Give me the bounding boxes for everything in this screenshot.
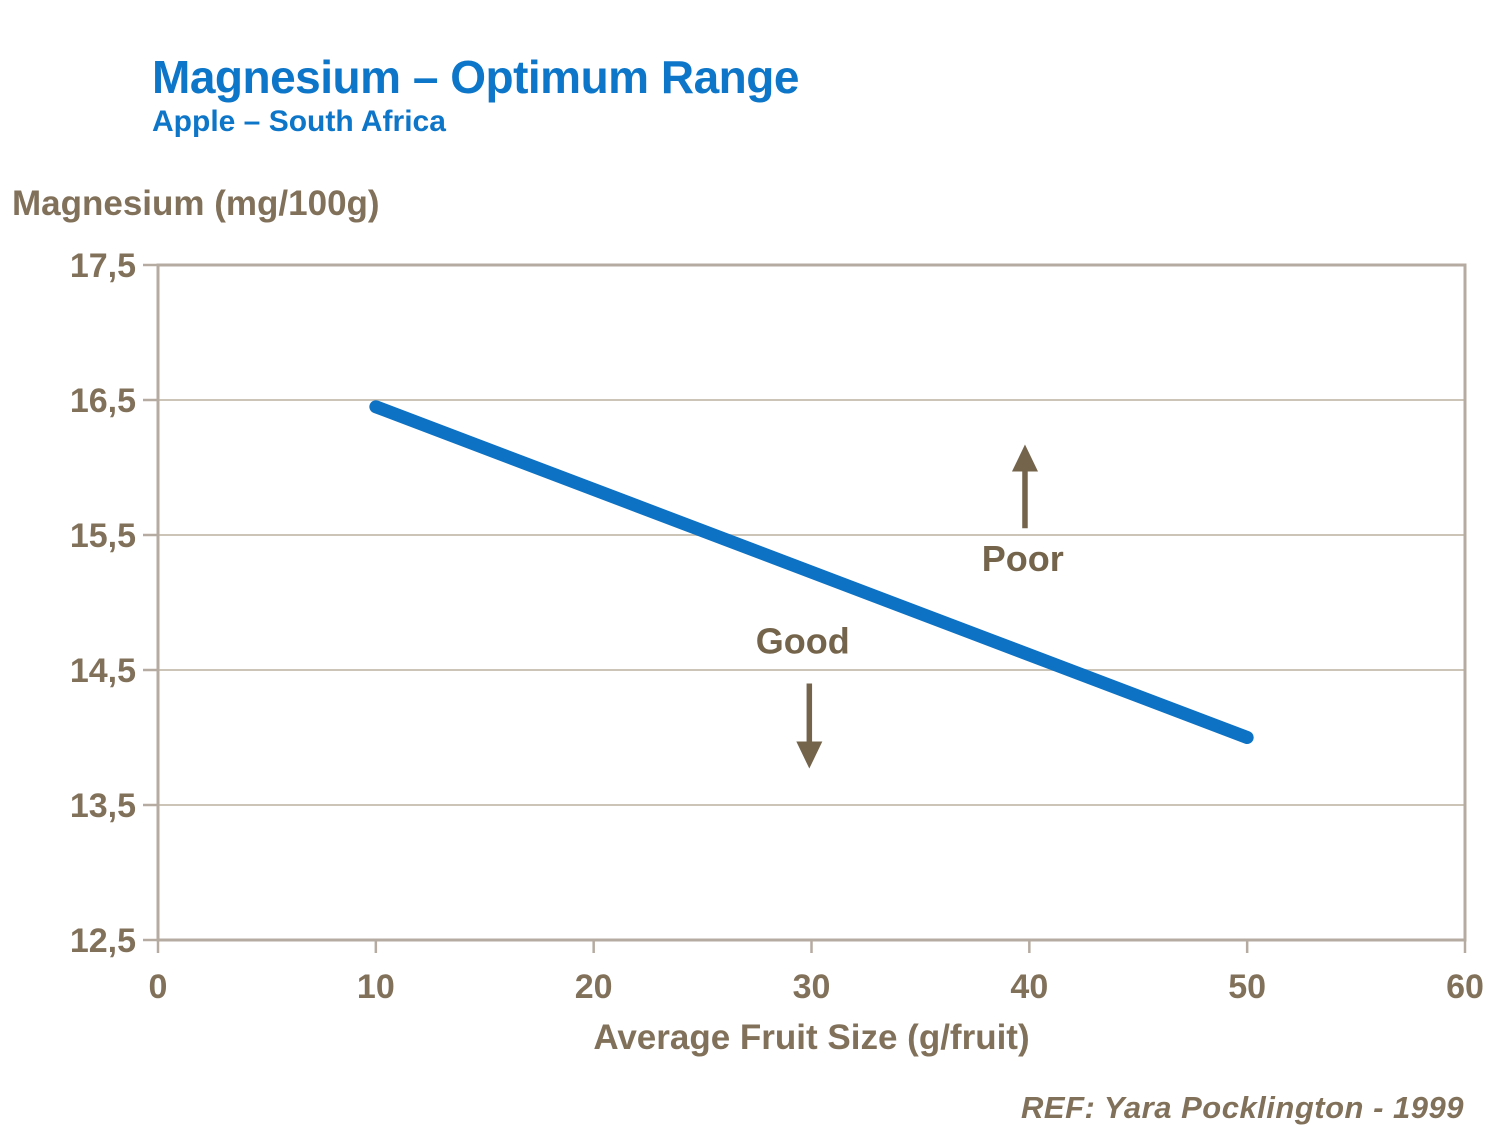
- x-tick-label: 60: [1446, 968, 1484, 1006]
- x-tick-label: 40: [1010, 968, 1048, 1006]
- reference-text: REF: Yara Pocklington - 1999: [1021, 1090, 1464, 1125]
- y-tick-label: 16,5: [70, 382, 136, 420]
- annotation-label: Good: [756, 620, 850, 661]
- y-tick-label: 14,5: [70, 652, 136, 690]
- x-tick-label: 10: [357, 968, 395, 1006]
- arrow-down-head: [796, 741, 823, 769]
- y-tick-label: 13,5: [70, 787, 136, 825]
- x-axis-title: Average Fruit Size (g/fruit): [593, 1018, 1030, 1057]
- x-tick-label: 0: [149, 968, 168, 1006]
- annotation-label: Poor: [982, 538, 1064, 579]
- x-tick-label: 20: [575, 968, 613, 1006]
- arrow-up-head: [1011, 444, 1038, 472]
- plot-border: [156, 263, 1467, 942]
- x-tick-label: 30: [793, 968, 831, 1006]
- x-tick-label: 50: [1228, 968, 1266, 1006]
- page-subtitle: Apple – South Africa: [152, 104, 446, 138]
- y-tick-label: 15,5: [70, 517, 136, 555]
- y-tick-label: 17,5: [70, 247, 136, 285]
- header: Magnesium – Optimum Range Apple – South …: [152, 52, 799, 138]
- y-tick-label: 12,5: [70, 922, 136, 960]
- page-title: Magnesium – Optimum Range: [152, 51, 799, 103]
- y-axis-title: Magnesium (mg/100g): [12, 184, 380, 223]
- data-line: [369, 400, 1254, 744]
